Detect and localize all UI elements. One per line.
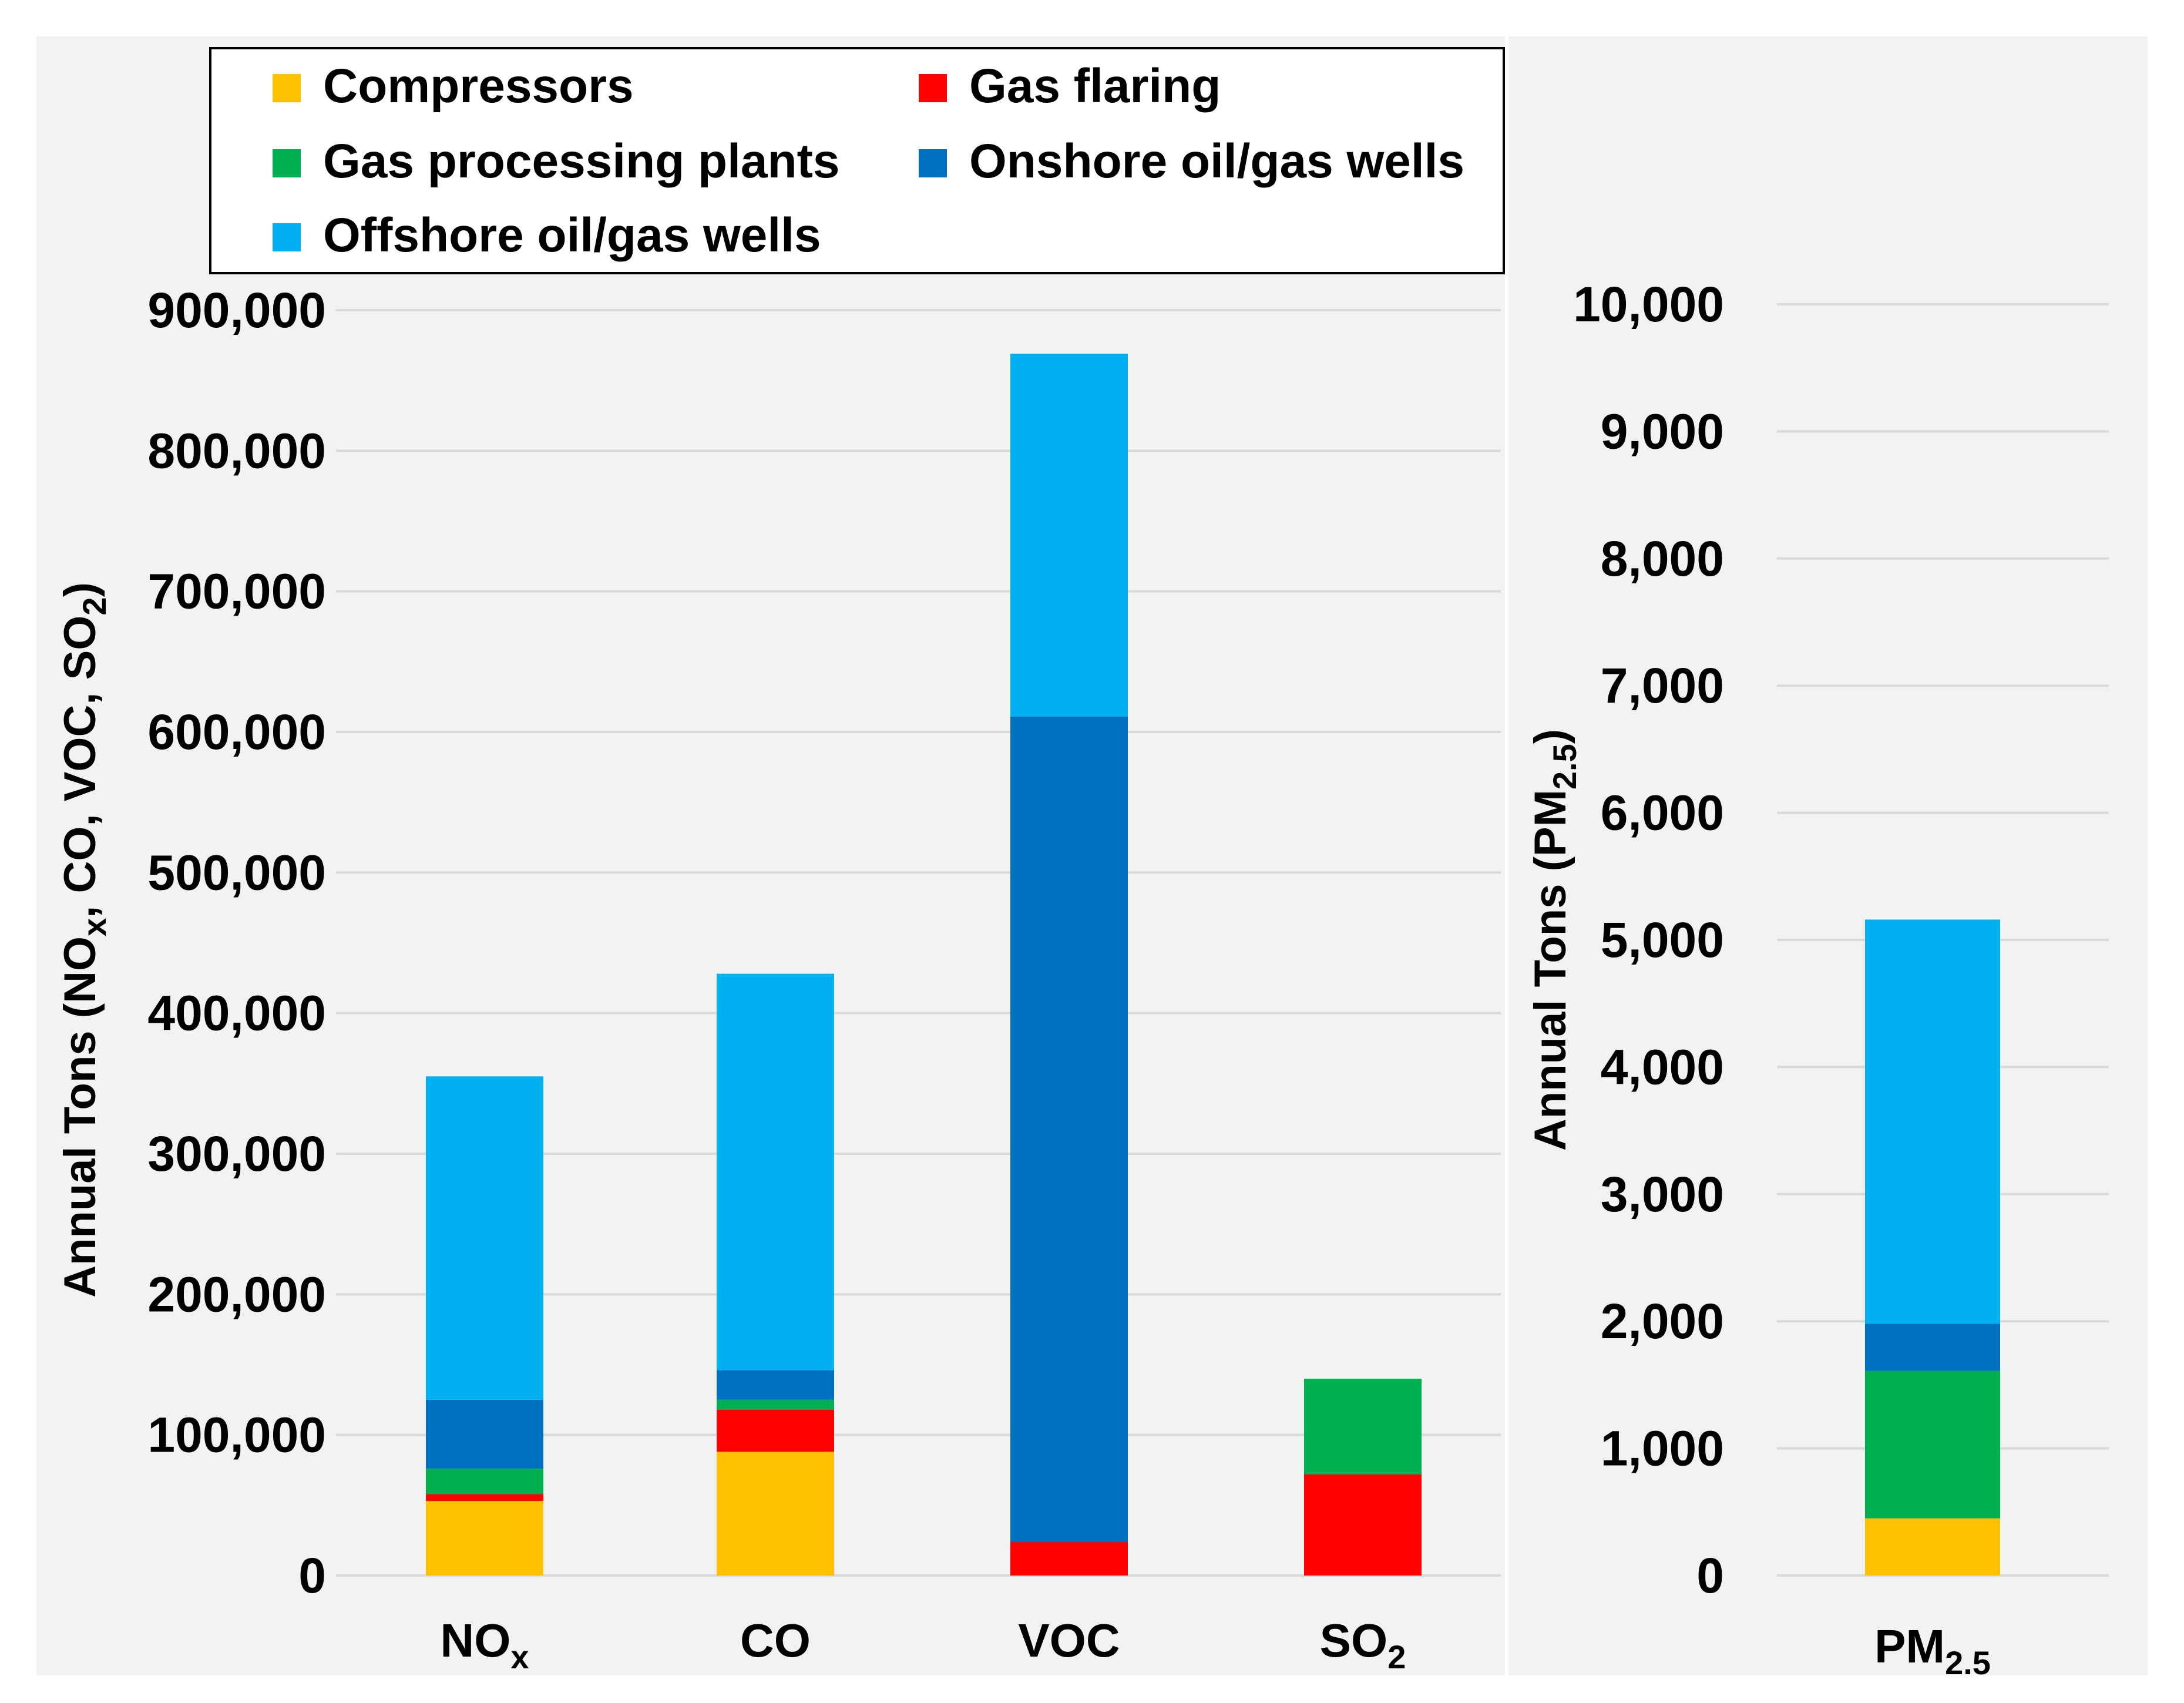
left-ylabel-part: Annual Tons (NO	[55, 936, 105, 1298]
category-label-pm2-5: PM2.5	[1874, 1620, 1991, 1681]
left-ylabel-part: )	[55, 582, 105, 597]
category-label-main: CO	[740, 1614, 811, 1667]
category-label-so2: SO2	[1320, 1614, 1406, 1675]
legend-label-gas-flaring: Gas flaring	[969, 59, 1221, 113]
legend-swatch-onshore-oil-gas-wells	[919, 149, 947, 177]
left-y-axis-label: Annual Tons (NOx, CO, VOC, SO2)	[55, 582, 113, 1298]
bar-pm2-5-compressors	[1865, 1518, 2000, 1576]
bar-co-compressors	[717, 1452, 834, 1576]
bar-pm2-5-offshore-oil-gas-wells	[1865, 919, 2000, 1324]
left-bars	[426, 354, 1422, 1576]
legend-label-offshore-oil-gas-wells: Offshore oil/gas wells	[323, 209, 821, 262]
bar-so2-gas-processing-plants	[1304, 1378, 1422, 1474]
bar-pm2-5-gas-processing-plants	[1865, 1371, 2000, 1519]
right-y-tick-label: 9,000	[1601, 404, 1724, 459]
left-ylabel-sub: 2	[76, 597, 113, 615]
left-y-tick-label: 900,000	[147, 283, 326, 338]
legend-label-onshore-oil-gas-wells: Onshore oil/gas wells	[969, 135, 1464, 188]
left-y-tick-label: 400,000	[147, 986, 326, 1041]
category-label-voc: VOC	[1018, 1614, 1120, 1667]
right-panel: 0 1,000 2,000 3,000 4,000 5,000 6,000 7,000 8,00…	[1526, 277, 2109, 1681]
bar-nox-gas-processing-plants	[426, 1469, 543, 1494]
left-y-tick-label: 800,000	[147, 423, 326, 478]
legend: Compressors Gas flaring Gas processing pla…	[209, 47, 1505, 274]
right-y-tick-label: 3,000	[1601, 1167, 1724, 1222]
left-y-tick-label: 600,000	[147, 704, 326, 760]
legend-swatch-gas-processing-plants	[273, 149, 301, 177]
right-y-tick-label: 0	[1696, 1548, 1724, 1603]
category-label-co: CO	[740, 1614, 811, 1667]
right-y-tick-label: 6,000	[1601, 785, 1724, 841]
right-ylabel-part: Annual Tons (PM	[1526, 790, 1575, 1151]
bar-nox-compressors	[426, 1501, 543, 1576]
right-y-tick-label: 8,000	[1601, 531, 1724, 586]
bar-so2-gas-flaring	[1304, 1474, 1422, 1576]
bar-nox-onshore-oil-gas-wells	[426, 1399, 543, 1469]
category-label-main: SO	[1320, 1614, 1388, 1667]
left-ylabel-sub: x	[76, 918, 113, 936]
right-y-tick-label: 10,000	[1573, 277, 1724, 332]
right-y-tick-label: 1,000	[1601, 1421, 1724, 1476]
legend-box	[209, 47, 1505, 274]
legend-label-compressors: Compressors	[323, 59, 634, 113]
left-ylabel-part: , CO, VOC, SO	[55, 616, 105, 918]
left-category-labels: NOx CO VOC SO2	[440, 1614, 1406, 1675]
left-panel: 0 100,000 200,000 300,000 400,000 500,000 600,…	[55, 283, 1501, 1675]
bar-nox-offshore-oil-gas-wells	[426, 1076, 543, 1400]
right-y-tick-label: 5,000	[1601, 912, 1724, 968]
category-label-sub: 2	[1387, 1638, 1406, 1675]
left-y-tick-label: 300,000	[147, 1126, 326, 1181]
right-y-axis-ticks: 0 1,000 2,000 3,000 4,000 5,000 6,000 7,000 8,00…	[1573, 277, 1724, 1603]
legend-swatch-compressors	[273, 74, 301, 102]
legend-label-gas-processing-plants: Gas processing plants	[323, 135, 840, 188]
bar-co-offshore-oil-gas-wells	[717, 973, 834, 1371]
legend-swatch-gas-flaring	[919, 74, 947, 102]
category-label-main: PM	[1874, 1620, 1945, 1672]
right-y-tick-label: 7,000	[1601, 658, 1724, 713]
right-category-labels: PM2.5	[1874, 1620, 1991, 1681]
bar-voc-offshore-oil-gas-wells	[1010, 354, 1128, 717]
bar-co-onshore-oil-gas-wells	[717, 1370, 834, 1400]
bar-voc-gas-flaring	[1010, 1541, 1128, 1576]
left-y-tick-label: 700,000	[147, 564, 326, 619]
right-y-tick-label: 4,000	[1601, 1039, 1724, 1094]
bar-nox-gas-flaring	[426, 1494, 543, 1502]
bar-co-gas-processing-plants	[717, 1399, 834, 1410]
right-ylabel-sub: 2.5	[1546, 744, 1583, 790]
right-bars	[1865, 919, 2000, 1576]
bar-voc-onshore-oil-gas-wells	[1010, 716, 1128, 1542]
bar-co-gas-flaring	[717, 1409, 834, 1452]
right-y-axis-label: Annual Tons (PM2.5)	[1526, 729, 1583, 1151]
right-y-tick-label: 2,000	[1601, 1294, 1724, 1349]
left-y-tick-label: 200,000	[147, 1267, 326, 1322]
category-label-main: VOC	[1018, 1614, 1120, 1667]
right-ylabel-part: )	[1526, 729, 1575, 744]
category-label-main: NO	[440, 1614, 510, 1667]
left-y-axis-ticks: 0 100,000 200,000 300,000 400,000 500,000 600,…	[147, 283, 326, 1603]
category-label-sub: 2.5	[1945, 1644, 1991, 1681]
left-y-tick-label: 100,000	[147, 1408, 326, 1463]
category-label-nox: NOx	[440, 1614, 529, 1675]
legend-swatch-offshore-oil-gas-wells	[273, 223, 301, 251]
category-label-sub: x	[510, 1638, 529, 1675]
left-y-tick-label: 0	[298, 1548, 326, 1603]
bar-pm2-5-onshore-oil-gas-wells	[1865, 1324, 2000, 1371]
left-y-tick-label: 500,000	[147, 845, 326, 900]
